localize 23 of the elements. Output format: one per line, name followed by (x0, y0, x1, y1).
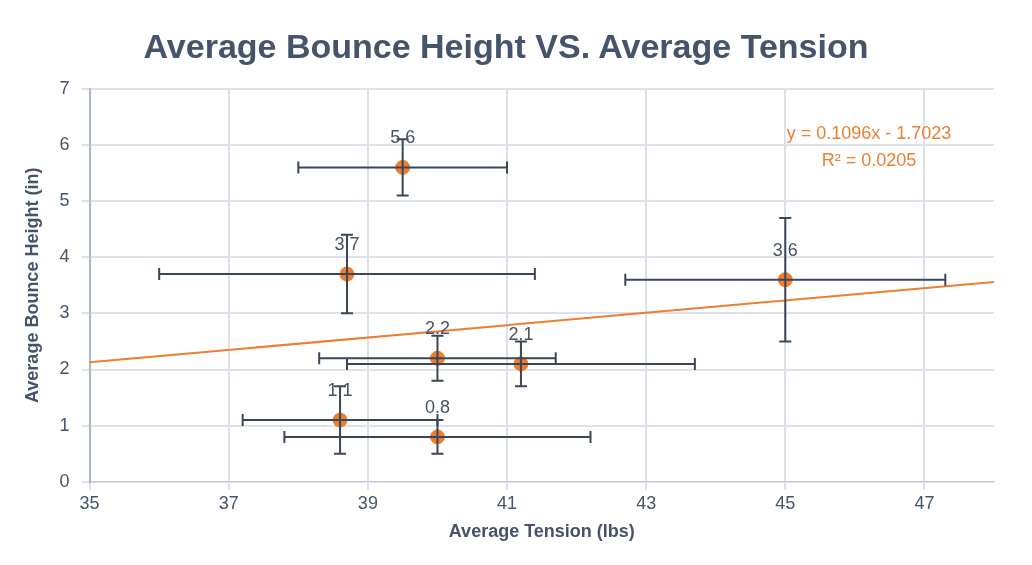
data-label: 0.8 (424, 396, 450, 417)
y-tick-label: 3 (59, 302, 70, 323)
x-tick-label: 43 (636, 492, 657, 513)
x-tick-label: 47 (914, 492, 935, 513)
x-tick-label: 35 (79, 492, 100, 513)
y-tick-label: 7 (59, 77, 70, 98)
y-tick-label: 4 (59, 246, 70, 267)
x-tick-label: 37 (218, 492, 239, 513)
x-tick-label: 41 (497, 492, 518, 513)
data-label: 2.1 (508, 323, 534, 344)
y-axis-title: Average Bounce Height (in) (21, 167, 42, 403)
x-axis-title: Average Tension (lbs) (448, 521, 635, 542)
y-tick-label: 1 (59, 414, 70, 435)
y-tick-label: 5 (59, 190, 70, 211)
x-tick-label: 45 (775, 492, 796, 513)
chart-title: Average Bounce Height VS. Average Tension (143, 26, 869, 65)
x-tick-label: 39 (357, 492, 378, 513)
annotation: y = 0.1096x - 1.7023 (786, 122, 952, 143)
y-tick-label: 6 (59, 133, 70, 154)
data-label: 5.6 (390, 127, 416, 148)
y-tick-label: 2 (59, 358, 70, 379)
y-tick-label: 0 (59, 470, 70, 491)
annotation: R² = 0.0205 (821, 149, 917, 170)
